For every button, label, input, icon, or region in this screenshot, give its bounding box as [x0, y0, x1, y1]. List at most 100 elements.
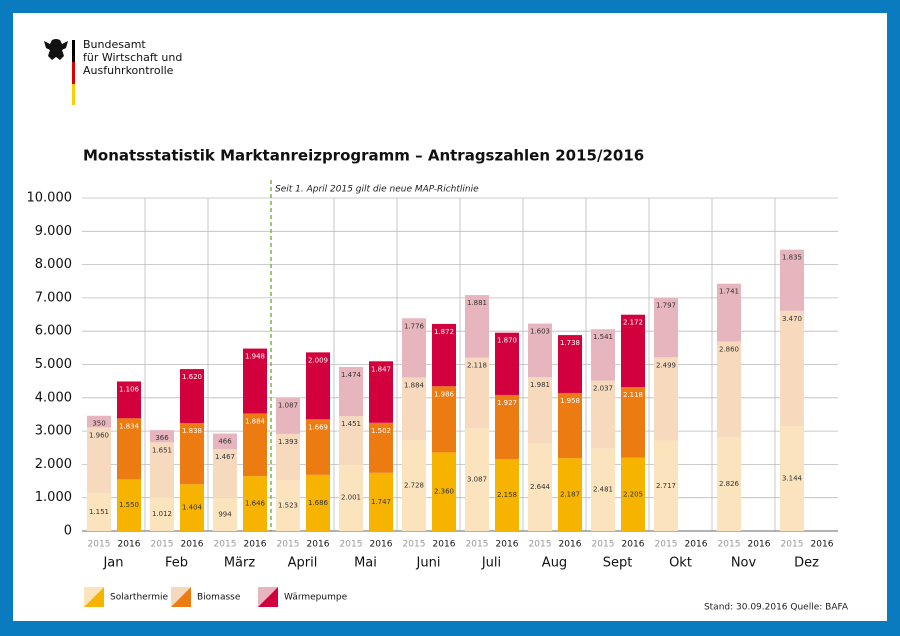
bar-segment [243, 476, 267, 531]
value-label: 1.741 [719, 288, 739, 296]
y-tick-label: 5.000 [35, 357, 72, 372]
bar-segment [243, 348, 267, 414]
value-label: 2.009 [308, 356, 328, 364]
value-label: 1.960 [89, 431, 109, 439]
group-label: 2015 [466, 540, 489, 550]
chart-title: Monatsstatistik Marktanreizprogramm – An… [83, 147, 644, 165]
group-label: 2016 [622, 540, 645, 550]
value-label: 1.835 [782, 254, 802, 262]
value-label: 1.838 [182, 427, 202, 435]
value-label: 2.037 [593, 385, 613, 393]
bar-segment [276, 480, 300, 531]
group-label: 2016 [118, 540, 141, 550]
bar-segment [369, 361, 393, 423]
value-label: 3.470 [782, 315, 802, 323]
y-tick-label: 0 [64, 524, 72, 539]
value-label: 1.872 [434, 328, 454, 336]
bar-segment [117, 479, 141, 531]
value-label: 1.541 [593, 333, 613, 341]
bar-segment [339, 366, 363, 417]
group-label: 2015 [781, 540, 804, 550]
bar-segment [87, 492, 111, 531]
value-label: 1.797 [656, 301, 676, 309]
bar-segment [117, 418, 141, 480]
value-label: 1.550 [119, 501, 139, 509]
bar-segment [780, 426, 804, 531]
bar-segment [180, 369, 204, 424]
bar-segment [495, 394, 519, 460]
value-label: 2.728 [404, 482, 424, 490]
value-label: 1.467 [215, 453, 235, 461]
group-label: 2016 [307, 540, 330, 550]
group-label: 2015 [277, 540, 300, 550]
bar-segment [276, 397, 300, 434]
value-label: 2.481 [593, 486, 613, 494]
value-label: 466 [218, 438, 232, 446]
group-label: 2015 [214, 540, 237, 550]
bar-segment [213, 497, 237, 531]
value-label: 2.499 [656, 361, 676, 369]
value-label: 1.151 [89, 508, 109, 516]
x-tick-label: April [288, 556, 318, 571]
value-label: 1.502 [371, 427, 391, 435]
y-tick-label: 1.000 [35, 490, 72, 505]
value-label: 2.187 [560, 491, 580, 499]
bar-segment [717, 283, 741, 342]
bar-segment [150, 497, 174, 531]
value-label: 2.001 [341, 494, 361, 502]
bar-segment [780, 310, 804, 427]
value-label: 1.451 [341, 420, 361, 428]
value-label: 1.620 [182, 373, 202, 381]
group-label: 2016 [811, 540, 834, 550]
bar-segment [591, 448, 615, 531]
value-label: 2.205 [623, 490, 643, 498]
group-label: 2016 [685, 540, 708, 550]
value-label: 1.603 [530, 328, 550, 336]
bar-segment [87, 427, 111, 493]
value-label: 1.776 [404, 322, 425, 330]
bar-segment [654, 357, 678, 441]
value-label: 1.651 [152, 446, 172, 454]
value-label: 2.360 [434, 488, 454, 496]
value-label: 994 [218, 510, 232, 518]
value-label: 2.172 [623, 319, 643, 327]
group-label: 2016 [370, 540, 393, 550]
group-label: 2016 [496, 540, 519, 550]
x-tick-label: Sept [603, 556, 633, 571]
value-label: 1.948 [245, 353, 265, 361]
bar-segment [87, 415, 111, 428]
value-label: 1.087 [278, 402, 298, 410]
bar-segment [213, 433, 237, 450]
x-tick-label: Jan [102, 556, 123, 571]
bar-segment [495, 332, 519, 395]
bar-segment [465, 295, 489, 358]
bar-segment [591, 329, 615, 381]
value-label: 3.144 [782, 475, 803, 483]
logo [44, 39, 75, 105]
value-label: 1.523 [278, 502, 298, 510]
value-label: 2.118 [623, 391, 643, 399]
x-tick-label: Aug [542, 556, 567, 571]
value-label: 1.474 [341, 371, 362, 379]
bar-segment [213, 449, 237, 498]
group-label: 2015 [340, 540, 363, 550]
bar-segment [339, 416, 363, 465]
bar-segment [402, 440, 426, 531]
value-label: 1.927 [497, 399, 517, 407]
value-label: 1.981 [530, 381, 550, 389]
x-tick-label: Feb [165, 556, 188, 571]
value-label: 1.884 [245, 417, 266, 425]
x-tick-label: Juli [481, 556, 501, 571]
bar-segment [528, 323, 552, 377]
bar-segment [339, 464, 363, 531]
bar-segment [150, 442, 174, 498]
group-label: 2015 [88, 540, 111, 550]
bar-segment [369, 472, 393, 531]
org-name: Ausfuhrkontrolle [83, 64, 174, 77]
value-label: 2.860 [719, 346, 739, 354]
value-label: 1.393 [278, 438, 298, 446]
bar-segment [654, 440, 678, 531]
bar-segment [621, 387, 645, 458]
bar-segment [591, 380, 615, 449]
